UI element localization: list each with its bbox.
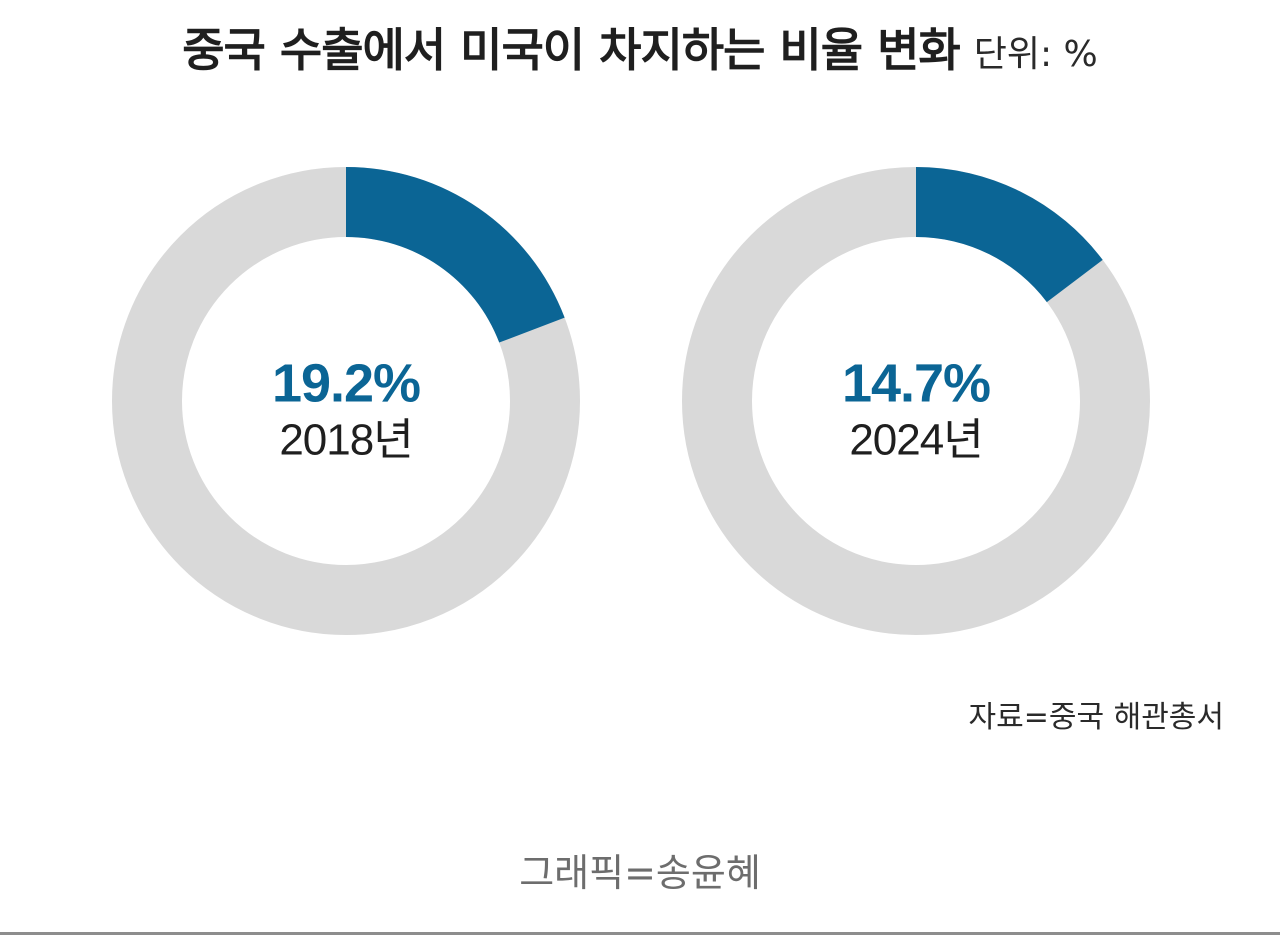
source-note: 자료=중국 해관총서 [968,700,1224,735]
year-label: 2018년 [279,416,412,465]
graphic-credit: 그래픽=송윤혜 [519,851,761,895]
donut-slice-value [346,167,565,343]
donut-slice-value [916,167,1103,303]
bottom-divider [0,932,1280,935]
year-label: 2024년 [849,416,982,465]
donut-chart-1: 19.2%2018년 [112,167,580,635]
donut-chart-2: 14.7%2024년 [682,167,1150,635]
chart-header: 중국 수출에서 미국이 차지하는 비율 변화 단위: % [0,14,1280,80]
chart-title: 중국 수출에서 미국이 차지하는 비율 변화 [182,23,961,77]
percent-label: 19.2% [272,353,420,413]
unit-label: 단위: % [973,34,1098,75]
percent-label: 14.7% [842,353,990,413]
